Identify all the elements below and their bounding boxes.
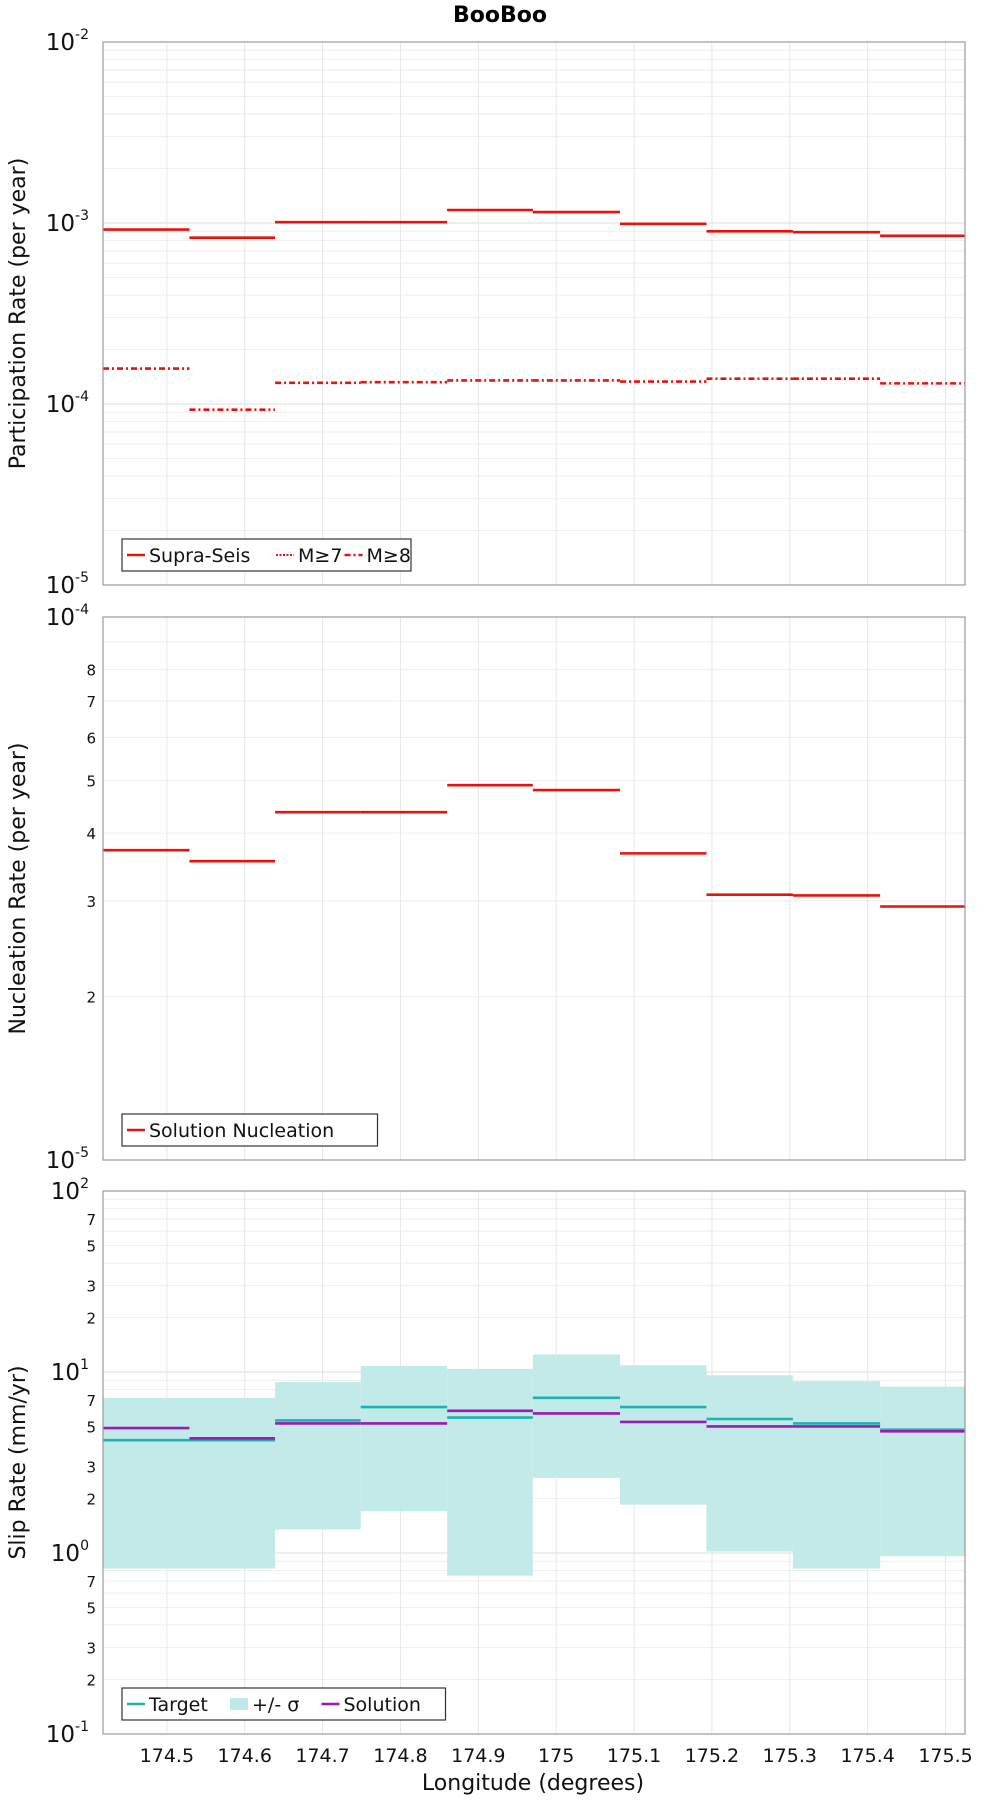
slip-panel: Slip Rate (mm/yr) 10-1 100 101 102 2 3 5 7 2 3 5 7 2 3… <box>6 1176 966 1748</box>
y-minor-tick-label: 3 <box>86 1640 96 1658</box>
y-minor-tick-label: 2 <box>86 1491 96 1509</box>
y-tick-label: 10-5 <box>46 1145 89 1174</box>
x-tick-label: 174.9 <box>451 1745 505 1767</box>
y-tick-label: 102 <box>51 1176 89 1205</box>
nucleation-panel: Nucleation Rate (per year) 10-5 10-4 2 3 4 5 6 7… <box>6 602 966 1174</box>
panels: Participation Rate (per year) 10-5 10-4 10-… <box>6 27 973 1767</box>
x-tick-label: 175.5 <box>918 1745 972 1767</box>
y-minor-tick-label: 3 <box>86 1459 96 1477</box>
x-tick-label: 175 <box>538 1745 574 1767</box>
x-tick-label: 174.6 <box>218 1745 272 1767</box>
y-minor-tick-label: 5 <box>86 772 96 790</box>
sigma-band <box>275 1382 361 1530</box>
legend-label: M≥8 <box>367 545 411 567</box>
legend-label: Supra-Seis <box>149 545 250 567</box>
y-axis-label: Participation Rate (per year) <box>6 158 31 470</box>
x-tick-label: 175.3 <box>763 1745 817 1767</box>
legend-label: Target <box>148 1694 208 1716</box>
y-minor-tick-label: 7 <box>86 693 96 711</box>
y-axis-label: Nucleation Rate (per year) <box>6 743 31 1035</box>
y-minor-tick-label: 5 <box>86 1418 96 1436</box>
legend-box <box>121 538 412 572</box>
x-tick-label: 175.4 <box>840 1745 894 1767</box>
x-axis-label: Longitude (degrees) <box>422 1771 644 1796</box>
legend-label: +/- σ <box>252 1694 299 1716</box>
x-tick-label: 174.7 <box>295 1745 349 1767</box>
y-tick-label: 10-3 <box>46 208 89 237</box>
y-tick-label: 101 <box>51 1357 89 1386</box>
y-minor-tick-label: 3 <box>86 893 96 911</box>
y-tick-label: 10-5 <box>46 570 89 599</box>
legend-swatch <box>230 1698 248 1710</box>
plot-frame <box>102 1190 966 1735</box>
x-tick-label: 175.1 <box>607 1745 661 1767</box>
y-minor-tick-label: 4 <box>86 825 96 843</box>
sigma-band <box>360 1365 448 1512</box>
legend-label: Solution Nucleation <box>149 1120 334 1142</box>
legend-label: Solution <box>344 1694 421 1716</box>
sigma-band <box>792 1381 881 1569</box>
sigma-band <box>706 1375 793 1552</box>
chart-title: BooBoo <box>453 3 547 28</box>
y-minor-tick-label: 2 <box>86 989 96 1007</box>
y-tick-label: 10-1 <box>46 1719 89 1748</box>
sigma-band <box>620 1365 707 1505</box>
legend: Solution Nucleation <box>121 1113 379 1147</box>
participation-panel: Participation Rate (per year) 10-5 10-4 10-… <box>6 27 966 599</box>
legend-label: M≥7 <box>298 545 342 567</box>
y-minor-tick-label: 6 <box>86 729 96 747</box>
y-axis-label: Slip Rate (mm/yr) <box>6 1365 31 1559</box>
y-minor-tick-label: 7 <box>86 1573 96 1591</box>
legend-box <box>121 1687 447 1721</box>
x-tick-label: 174.8 <box>373 1745 427 1767</box>
y-minor-tick-label: 7 <box>86 1392 96 1410</box>
legend-box <box>121 1113 379 1147</box>
y-tick-label: 10-4 <box>46 389 89 418</box>
y-minor-tick-label: 5 <box>86 1237 96 1255</box>
plot-frame <box>102 616 966 1161</box>
y-tick-label: 100 <box>51 1538 89 1567</box>
y-tick-label: 10-4 <box>46 602 89 631</box>
y-minor-tick-label: 3 <box>86 1278 96 1296</box>
y-tick-label: 10-2 <box>46 27 89 56</box>
sigma-band <box>189 1397 276 1569</box>
y-minor-tick-label: 5 <box>86 1599 96 1617</box>
y-minor-tick-label: 2 <box>86 1672 96 1690</box>
plot-frame <box>102 41 966 586</box>
y-minor-tick-label: 7 <box>86 1211 96 1229</box>
sigma-band <box>880 1386 965 1557</box>
legend: Target +/- σ Solution <box>121 1687 447 1721</box>
x-tick-label: 174.5 <box>140 1745 194 1767</box>
sigma-band <box>447 1368 533 1576</box>
legend: Supra-Seis M≥7 M≥8 <box>121 538 412 572</box>
x-tick-label: 175.2 <box>685 1745 739 1767</box>
sigma-band <box>103 1397 190 1569</box>
y-minor-tick-label: 8 <box>86 662 96 680</box>
sigma-band <box>532 1354 621 1478</box>
y-minor-tick-label: 2 <box>86 1310 96 1328</box>
